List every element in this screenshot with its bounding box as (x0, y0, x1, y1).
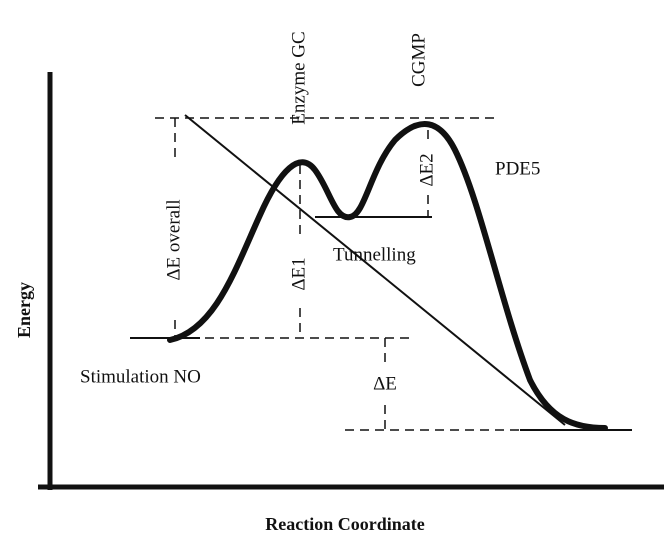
cgmp-label: CGMP (408, 33, 429, 87)
tunnelling-label: Tunnelling (333, 244, 416, 265)
x-axis-label: Reaction Coordinate (265, 514, 424, 534)
energy-curve (167, 121, 608, 431)
tunnelling-line (184, 114, 566, 426)
delta-e-label: ΔE (373, 373, 397, 394)
enzyme-label: Enzyme GC (288, 31, 309, 124)
delta-overall-label: ΔE overall (163, 199, 184, 280)
stimulation-label: Stimulation NO (80, 366, 201, 387)
delta-e1-label: ΔE1 (288, 257, 309, 290)
pde5-label: PDE5 (495, 158, 540, 179)
delta-e2-label: ΔE2 (416, 153, 437, 186)
y-axis-label: Energy (14, 282, 34, 338)
